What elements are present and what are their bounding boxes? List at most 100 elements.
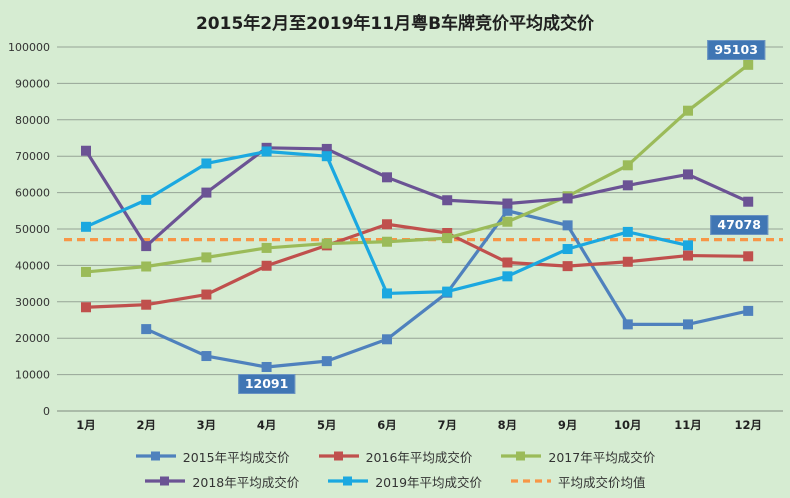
x-tick-label: 4月 (257, 418, 277, 432)
data-point-2017 (201, 252, 212, 263)
data-point-2017 (622, 160, 633, 171)
x-tick-label: 12月 (734, 418, 762, 432)
y-tick-label: 90000 (15, 77, 50, 90)
data-label-95103: 95103 (707, 39, 765, 60)
data-point-2019 (562, 244, 573, 255)
series-line-2016 (85, 222, 749, 309)
data-point-2017 (502, 216, 513, 227)
data-point-2016 (81, 302, 91, 313)
data-point-2019 (622, 226, 633, 237)
data-point-2018 (81, 145, 91, 156)
legend-label-2019: 2019年平均成交价 (375, 474, 483, 490)
legend-item-2018[interactable]: 2018年平均成交价 (144, 472, 299, 491)
y-tick-label: 100000 (8, 41, 50, 54)
legend-swatch-2018 (145, 476, 186, 486)
data-point-2016 (502, 257, 513, 268)
data-point-2018 (622, 180, 633, 191)
data-point-2015 (201, 351, 212, 362)
data-point-2017 (442, 233, 453, 244)
data-point-2015 (622, 319, 633, 330)
y-tick-label: 20000 (15, 332, 50, 345)
legend-swatch-2019 (328, 476, 369, 486)
y-tick-label: 50000 (15, 223, 50, 236)
data-point-2015 (562, 220, 573, 231)
data-point-2017 (743, 59, 754, 70)
legend-item-2017[interactable]: 2017年平均成交价 (500, 447, 655, 466)
data-point-2018 (743, 196, 754, 207)
x-tick-label: 3月 (197, 418, 217, 432)
y-tick-label: 80000 (15, 114, 50, 127)
data-label-12091: 12091 (237, 373, 296, 394)
data-point-2019 (321, 151, 332, 162)
x-tick-label: 9月 (558, 418, 578, 432)
series-line-2017 (85, 63, 750, 274)
x-tick-label: 5月 (317, 418, 337, 432)
x-tick-label: 7月 (437, 418, 457, 432)
legend-label-2018: 2018年平均成交价 (192, 474, 300, 490)
data-point-2019 (141, 194, 152, 205)
data-point-2016 (622, 256, 633, 267)
data-point-2018 (201, 187, 212, 198)
legend-item-2016[interactable]: 2016年平均成交价 (318, 447, 473, 466)
data-point-2018 (683, 169, 693, 180)
data-point-2018 (382, 172, 392, 183)
legend-swatch-2016 (318, 451, 359, 461)
data-point-2017 (321, 238, 332, 249)
chart-title: 2015年2月至2019年11月粤B车牌竞价平均成交价 (195, 14, 595, 34)
legend-marker (150, 451, 160, 461)
legend-swatch-2015 (135, 451, 176, 461)
data-point-2017 (261, 242, 272, 253)
data-point-2015 (261, 361, 272, 372)
legend-swatch-2017 (501, 451, 542, 461)
series-line-2018 (84, 146, 749, 248)
plot-area: 0 10000 20000 30000 40000 50000 60000 70000 8000… (8, 41, 783, 432)
legend-item-2019[interactable]: 2019年平均成交价 (327, 472, 482, 491)
x-tick-label: 6月 (377, 418, 397, 432)
data-point-2018 (141, 241, 152, 252)
data-point-2017 (382, 236, 392, 247)
data-point-2016 (683, 250, 693, 261)
y-tick-label: 10000 (15, 369, 50, 382)
y-tick-label: 0 (43, 405, 50, 418)
legend-item-2015[interactable]: 2015年平均成交价 (135, 447, 290, 466)
y-tick-label: 60000 (15, 187, 50, 200)
data-point-2015 (683, 319, 693, 330)
data-point-2015 (743, 305, 754, 316)
data-point-2019 (382, 288, 392, 299)
x-tick-label: 1月 (76, 418, 96, 432)
legend-label-mean: 平均成交价均值 (558, 474, 646, 490)
data-point-2019 (502, 271, 513, 282)
legend-marker (333, 451, 343, 461)
data-point-2016 (743, 251, 754, 262)
x-tick-label: 10月 (614, 418, 642, 432)
legend-swatch-mean (511, 479, 552, 483)
data-point-2018 (562, 193, 573, 204)
legend-label-2016: 2016年平均成交价 (365, 449, 473, 465)
y-tick-label: 40000 (15, 259, 50, 272)
legend-marker (516, 451, 526, 461)
legend-row-2: 2018年平均成交价 2019年平均成交价 平均成交价均值 (0, 472, 790, 490)
data-point-2016 (261, 260, 272, 271)
y-tick-label: 70000 (15, 150, 50, 163)
data-point-2019 (683, 240, 693, 251)
x-tick-label: 2月 (136, 418, 156, 432)
data-point-2018 (442, 195, 453, 206)
legend-label-2017: 2017年平均成交价 (548, 449, 656, 465)
data-point-2019 (81, 221, 91, 232)
data-point-2016 (562, 261, 573, 272)
legend-marker (343, 476, 353, 486)
data-point-2016 (141, 299, 152, 310)
data-point-2018 (502, 198, 513, 209)
legend-marker (160, 476, 170, 486)
legend-item-mean[interactable]: 平均成交价均值 (510, 472, 646, 491)
data-point-2019 (442, 286, 453, 297)
x-tick-label: 11月 (674, 418, 702, 432)
data-point-2019 (201, 158, 212, 169)
x-tick-label: 8月 (498, 418, 518, 432)
legend-row-1: 2015年平均成交价 2016年平均成交价 2017年平均成交价 (0, 447, 790, 465)
data-label-47078: 47078 (710, 214, 768, 235)
data-point-2015 (141, 324, 152, 335)
data-point-2015 (382, 334, 392, 345)
legend-label-2015: 2015年平均成交价 (182, 449, 290, 465)
